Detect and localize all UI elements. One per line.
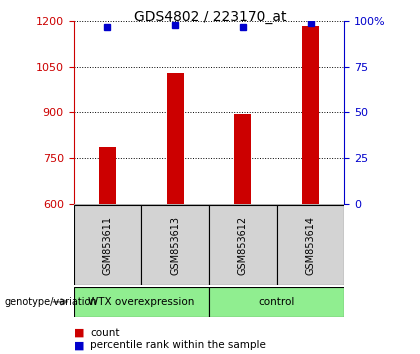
- Bar: [74, 287, 209, 317]
- Text: ■: ■: [74, 340, 84, 350]
- Text: GSM853613: GSM853613: [170, 216, 180, 275]
- Bar: [234, 114, 251, 204]
- Bar: [99, 147, 116, 204]
- Text: GSM853614: GSM853614: [305, 216, 315, 275]
- Text: control: control: [258, 297, 295, 307]
- Bar: [167, 73, 184, 204]
- Text: GSM853611: GSM853611: [102, 216, 113, 275]
- Text: GSM853612: GSM853612: [238, 216, 248, 275]
- Text: WTX overexpression: WTX overexpression: [88, 297, 194, 307]
- Bar: [209, 287, 344, 317]
- Text: genotype/variation: genotype/variation: [4, 297, 97, 307]
- Bar: [277, 205, 344, 285]
- Bar: [74, 205, 141, 285]
- Bar: [141, 205, 209, 285]
- Bar: [209, 205, 277, 285]
- Text: percentile rank within the sample: percentile rank within the sample: [90, 340, 266, 350]
- Text: ■: ■: [74, 328, 84, 338]
- Text: count: count: [90, 328, 120, 338]
- Bar: [302, 26, 319, 204]
- Text: GDS4802 / 223170_at: GDS4802 / 223170_at: [134, 10, 286, 24]
